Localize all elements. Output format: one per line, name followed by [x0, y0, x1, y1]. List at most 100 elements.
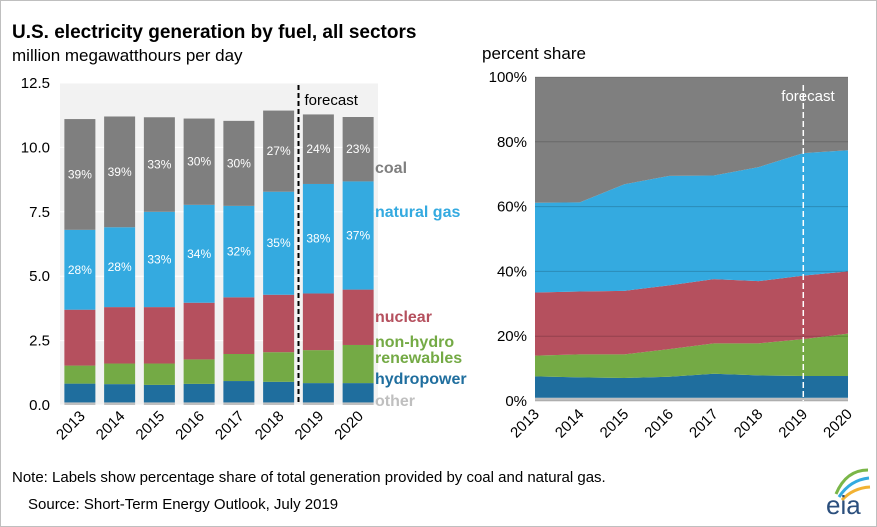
- bar-segment: [143, 307, 175, 364]
- bar-data-label: 34%: [187, 247, 211, 261]
- left-y-tick-label: 0.0: [29, 397, 50, 414]
- left-y-tick-label: 7.5: [29, 204, 50, 221]
- left-x-tick-label: 2013: [53, 408, 89, 444]
- right-x-tick-label: 2014: [552, 406, 588, 442]
- left-y-tick-label: 2.5: [29, 333, 50, 350]
- bar-segment: [183, 204, 215, 303]
- right-y-tick-label: 60%: [497, 199, 527, 216]
- area-series: [535, 271, 848, 356]
- left-x-tick-label: 2017: [212, 408, 248, 444]
- bar-segment: [263, 294, 295, 353]
- bar-segment: [104, 116, 136, 228]
- right-y-tick-label: 20%: [497, 328, 527, 345]
- right-x-tick-label: 2017: [686, 406, 722, 442]
- area-series: [535, 373, 848, 398]
- bar-segment: [104, 307, 136, 364]
- area-series: [535, 397, 848, 401]
- bar-segment: [302, 293, 334, 351]
- area-series: [535, 77, 848, 203]
- bar-segment: [263, 110, 295, 192]
- bar-segment: [342, 181, 374, 290]
- right-y-tick-label: 0%: [505, 393, 527, 410]
- bar-data-label: 35%: [267, 236, 291, 250]
- bar-data-label: 30%: [227, 156, 251, 170]
- area-series: [535, 333, 848, 378]
- left-y-tick-label: 10.0: [21, 139, 50, 156]
- area-series: [535, 150, 848, 293]
- left-x-tick-label: 2020: [331, 408, 367, 444]
- bar-segment: [183, 359, 215, 384]
- chart-title: U.S. electricity generation by fuel, all…: [12, 22, 417, 43]
- bar-data-label: 27%: [267, 144, 291, 158]
- bar-data-label: 39%: [108, 165, 132, 179]
- bar-segment: [223, 205, 255, 298]
- bar-segment: [223, 402, 255, 405]
- legend-label: hydropower: [375, 371, 467, 388]
- bar-segment: [342, 344, 374, 384]
- bar-data-label: 28%: [68, 263, 92, 277]
- bar-data-label: 37%: [346, 228, 370, 242]
- bar-segment: [64, 365, 96, 384]
- right-x-tick-label: 2018: [731, 406, 767, 442]
- eia-logo: eia: [826, 490, 861, 520]
- legend-label: non-hydro: [375, 334, 454, 351]
- right-x-tick-label: 2020: [820, 406, 856, 442]
- logo-swoosh-icon: [840, 485, 871, 502]
- bar-segment: [263, 402, 295, 405]
- left-y-tick-label: 12.5: [21, 75, 50, 92]
- right-chart-unit-label: percent share: [482, 44, 586, 63]
- left-x-tick-label: 2015: [133, 408, 169, 444]
- bar-segment: [223, 353, 255, 382]
- left-x-tick-label: 2018: [252, 408, 288, 444]
- bar-segment: [143, 363, 175, 385]
- bar-segment: [183, 383, 215, 403]
- right-y-tick-label: 80%: [497, 134, 527, 151]
- bar-data-label: 32%: [227, 245, 251, 259]
- bar-segment: [302, 114, 334, 184]
- bar-segment: [342, 289, 374, 345]
- bar-segment: [342, 117, 374, 182]
- bar-segment: [64, 229, 96, 310]
- bar-segment: [104, 227, 136, 308]
- bar-data-label: 38%: [306, 232, 330, 246]
- bar-segment: [302, 183, 334, 294]
- bar-segment: [302, 402, 334, 405]
- bar-segment: [143, 117, 175, 212]
- bar-segment: [104, 402, 136, 405]
- bar-segment: [64, 402, 96, 405]
- right-forecast-label: forecast: [781, 88, 835, 105]
- bar-segment: [183, 302, 215, 360]
- bar-segment: [342, 383, 374, 403]
- bar-data-label: 39%: [68, 167, 92, 181]
- left-chart-unit-label: million megawatthours per day: [12, 46, 243, 65]
- right-y-tick-label: 40%: [497, 263, 527, 280]
- bar-segment: [263, 381, 295, 403]
- logo-swoosh-icon: [834, 468, 869, 495]
- bar-segment: [183, 402, 215, 405]
- bar-segment: [223, 120, 255, 206]
- left-y-tick-label: 5.0: [29, 268, 50, 285]
- legend-label: nuclear: [375, 309, 432, 326]
- left-x-tick-label: 2016: [172, 408, 208, 444]
- bar-data-label: 24%: [306, 142, 330, 156]
- bar-segment: [302, 350, 334, 384]
- bar-segment: [143, 211, 175, 308]
- bar-segment: [223, 297, 255, 354]
- legend-label: coal: [375, 160, 407, 177]
- bar-data-label: 28%: [108, 260, 132, 274]
- right-x-tick-label: 2015: [597, 406, 633, 442]
- bar-data-label: 33%: [147, 252, 171, 266]
- legend-label: other: [375, 393, 415, 410]
- bar-segment: [104, 384, 136, 403]
- right-x-tick-label: 2019: [775, 406, 811, 442]
- left-forecast-label: forecast: [305, 92, 359, 109]
- left-x-tick-label: 2014: [93, 408, 129, 444]
- bar-segment: [104, 363, 136, 385]
- legend-label: renewables: [375, 350, 462, 367]
- logo-swoosh-icon: [837, 476, 870, 498]
- right-x-tick-label: 2013: [507, 406, 543, 442]
- bar-segment: [143, 384, 175, 403]
- bar-segment: [64, 119, 96, 230]
- chart-note: Note: Labels show percentage share of to…: [12, 469, 606, 486]
